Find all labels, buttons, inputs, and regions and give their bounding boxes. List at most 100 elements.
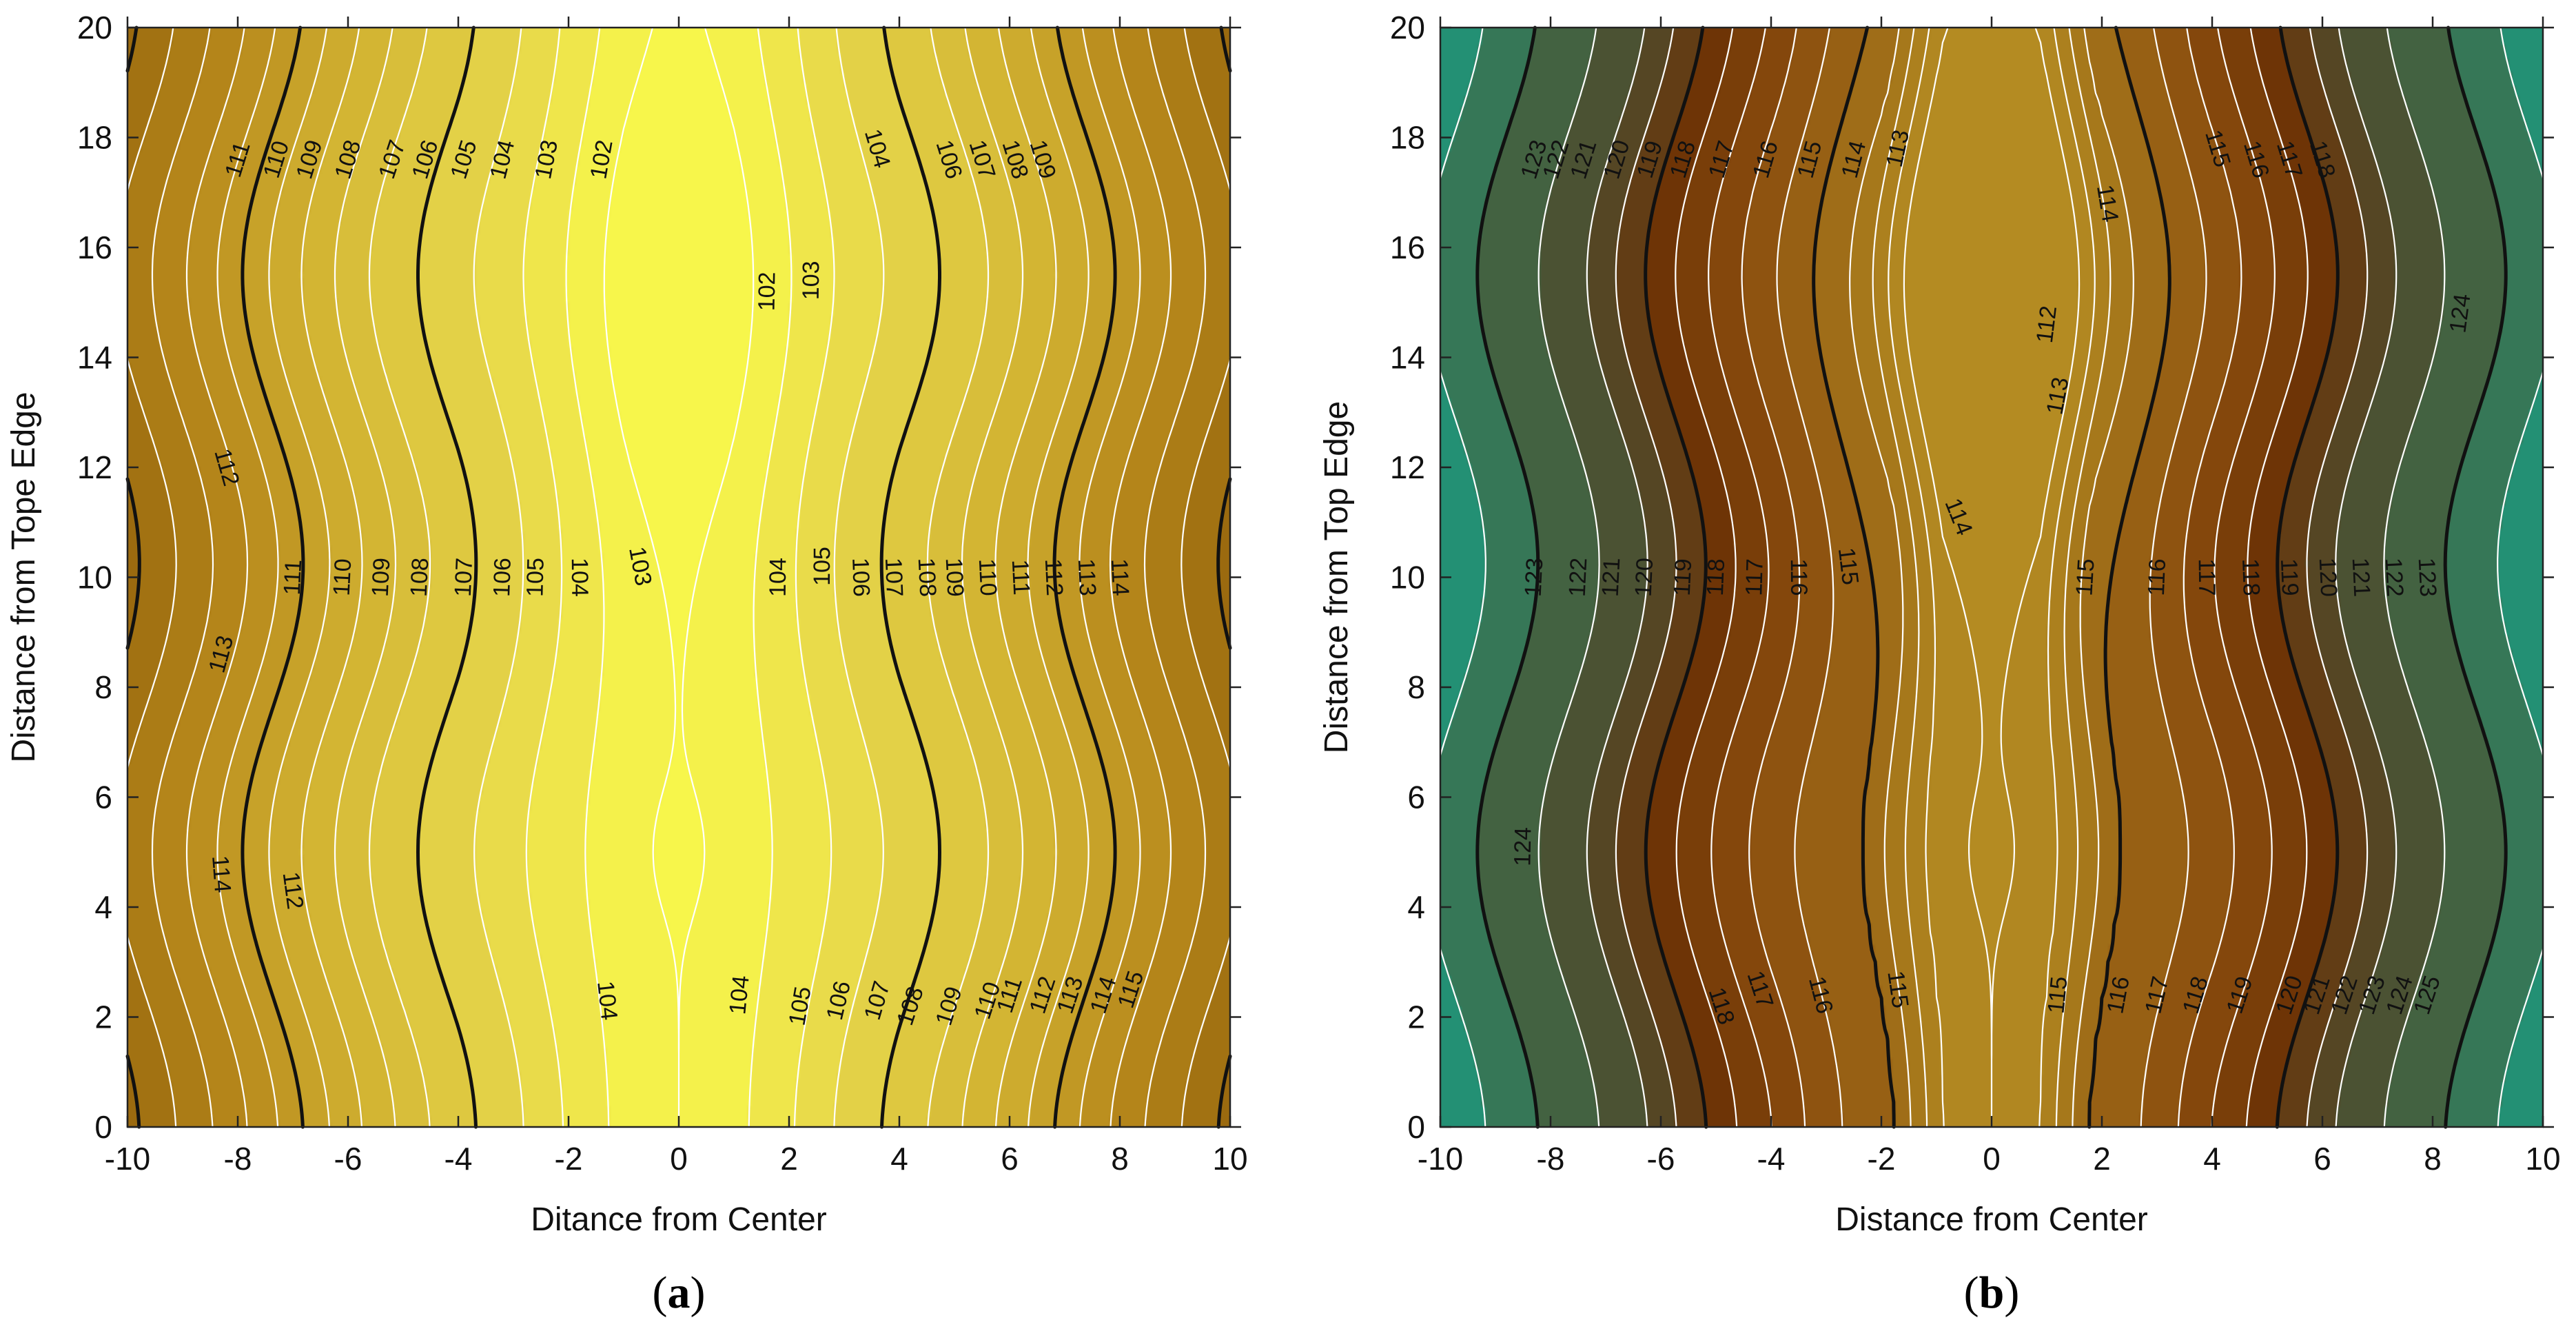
contour-line-106: [368, 26, 990, 1128]
contour-label: 104: [592, 979, 622, 1022]
contour-line-115: [1812, 26, 2171, 1129]
x-tick-label: -8: [224, 1141, 252, 1177]
contour-label: 124: [2444, 292, 2475, 334]
contour-line-110: [241, 26, 1117, 1129]
contour-label: 104: [765, 558, 792, 597]
contour-label: 117: [1741, 558, 1768, 596]
contour-label: 103: [798, 261, 824, 300]
contour-label: 118: [1702, 558, 1730, 597]
y-tick-label: 8: [1407, 669, 1425, 705]
contour-label: 116: [1786, 558, 1812, 596]
contour-label: 115: [1882, 969, 1913, 1010]
contour-label: 109: [367, 557, 396, 598]
y-tick-label: 16: [77, 230, 112, 265]
x-tick-label: 2: [780, 1141, 798, 1177]
contour-label: 119: [2276, 558, 2303, 597]
x-tick-label: -10: [1418, 1141, 1463, 1177]
x-tick-label: -2: [555, 1141, 583, 1177]
y-tick-label: 2: [1407, 999, 1425, 1035]
contour-line-104: [473, 26, 885, 1128]
contour-label: 124: [1509, 827, 1536, 866]
contour-label: 109: [941, 557, 969, 598]
contour-label: 111: [1007, 559, 1034, 596]
x-tick-label: -6: [1647, 1141, 1675, 1177]
x-tick-label: 6: [2313, 1141, 2331, 1177]
contour-label: 119: [1669, 558, 1697, 597]
contour-label: 106: [489, 558, 516, 598]
contour-label: 104: [566, 558, 593, 597]
x-tick-label: 8: [2424, 1141, 2442, 1177]
contour-fill: [1440, 28, 2543, 1127]
y-tick-label: 20: [1390, 10, 1425, 45]
contour-label: 114: [2092, 183, 2123, 224]
contour-label: 122: [1564, 557, 1593, 598]
contour-label: 120: [1631, 557, 1659, 597]
contour-label: 102: [753, 272, 780, 311]
contour-label: 115: [2043, 975, 2072, 1015]
contour-label: 118: [2237, 558, 2265, 597]
y-tick-label: 2: [94, 999, 112, 1035]
contour-label: 110: [974, 558, 1002, 596]
contour-label: 115: [1833, 546, 1863, 586]
contour-line-113: [151, 26, 1207, 1128]
contour-label: 111: [279, 559, 307, 596]
y-tick-label: 10: [77, 560, 112, 596]
y-axis: 0 2 4 6 8 10 12 14 16 18 20: [1390, 10, 2554, 1145]
contour-line-125: [1439, 26, 2544, 1128]
x-axis-title: Ditance from Center: [531, 1201, 827, 1238]
contour-label: 121: [2347, 557, 2375, 597]
contour-label: 121: [1597, 557, 1626, 598]
contour-label: 107: [450, 557, 478, 597]
contour-label: 112: [278, 871, 309, 911]
contour-lines: [1439, 26, 2544, 1129]
y-tick-label: 10: [1390, 560, 1425, 596]
contour-label: 105: [522, 558, 549, 598]
contour-label: 112: [1040, 558, 1068, 596]
contour-label: 107: [880, 557, 908, 597]
y-axis: 0 2 4 6 8 10 12 14 16 18 20: [77, 10, 1241, 1145]
contour-line-120: [1644, 26, 2340, 1129]
x-axis-title: Distance from Center: [1835, 1201, 2148, 1238]
contour-line-113: [1872, 26, 2112, 1128]
contour-fill: [127, 28, 1230, 1127]
x-tick-label: 2: [2093, 1141, 2111, 1177]
contour-label: 114: [1106, 558, 1134, 596]
x-tick-label: -10: [105, 1141, 150, 1177]
x-tick-label: 10: [2525, 1141, 2560, 1177]
contour-line-114: [1849, 26, 2134, 1128]
x-tick-label: 4: [890, 1141, 908, 1177]
contour-label: 108: [913, 557, 941, 598]
contour-line-124: [1475, 26, 2508, 1129]
contour-line-116: [1776, 26, 2207, 1128]
contour-line-107: [334, 26, 1024, 1128]
x-axis: -10 -8 -6 -4 -2 0 2 4 6 8 10: [1418, 17, 2561, 1177]
x-tick-label: -4: [444, 1141, 473, 1177]
contour-line-117: [1741, 26, 2242, 1128]
contour-line-103: [522, 26, 835, 1128]
x-tick-label: 8: [1111, 1141, 1129, 1177]
contour-label: 123: [2413, 557, 2442, 598]
y-tick-label: 20: [77, 10, 112, 45]
x-tick-label: 6: [1001, 1141, 1019, 1177]
contour-lines: [125, 26, 1232, 1129]
contour-line-122: [1586, 26, 2398, 1128]
y-axis-title: Distance from Top Edge: [1318, 401, 1355, 753]
contour-line-102: [565, 26, 793, 1128]
x-tick-label: 10: [1212, 1141, 1247, 1177]
y-tick-label: 6: [1407, 780, 1425, 815]
contour-line-112: [185, 26, 1172, 1128]
y-tick-label: 18: [1390, 120, 1425, 156]
y-tick-label: 12: [1390, 449, 1425, 485]
x-tick-label: 4: [2203, 1141, 2221, 1177]
contour-label: 115: [2071, 558, 2099, 596]
x-tick-label: 0: [1983, 1141, 2001, 1177]
y-tick-label: 0: [94, 1109, 112, 1145]
contour-line-111: [216, 26, 1141, 1128]
x-tick-label: 0: [670, 1141, 688, 1177]
x-tick-label: -6: [334, 1141, 362, 1177]
contour-label: 110: [329, 558, 357, 596]
